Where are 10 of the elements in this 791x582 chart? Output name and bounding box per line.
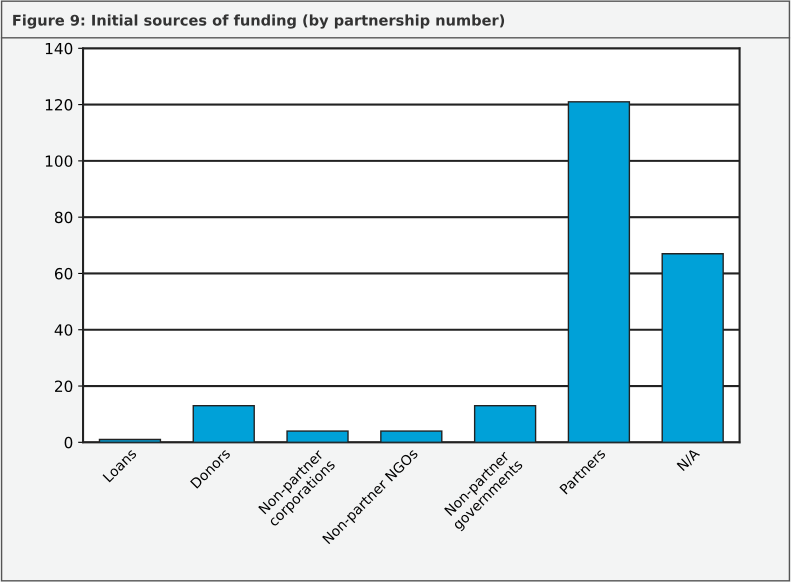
- y-tick-label: 80: [54, 212, 72, 224]
- y-tick-label: 0: [64, 436, 72, 448]
- y-tick-label: 40: [54, 324, 72, 336]
- y-tick-label: 20: [55, 380, 72, 392]
- y-tick-label: 120: [46, 99, 72, 111]
- y-tick-label: 140: [46, 42, 72, 54]
- chart-title: Figure 9: Initial sources of funding (by partnership number): [13, 14, 504, 29]
- y-tick-label: 100: [46, 155, 72, 167]
- y-tick-label: 60: [54, 268, 72, 280]
- x-tick-label: N/A: [676, 448, 701, 472]
